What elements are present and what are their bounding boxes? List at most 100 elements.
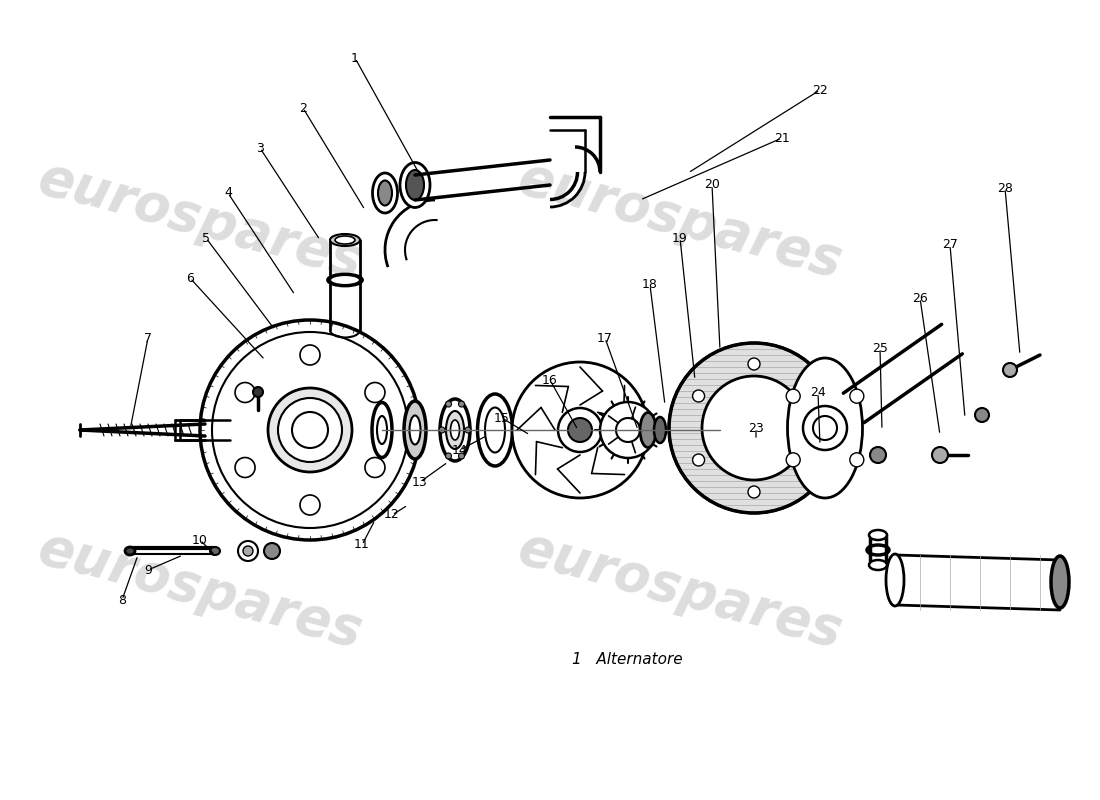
Circle shape <box>365 458 385 478</box>
Circle shape <box>446 453 451 459</box>
Text: 21: 21 <box>774 131 790 145</box>
Text: 18: 18 <box>642 278 658 291</box>
Text: 17: 17 <box>597 331 613 345</box>
Circle shape <box>459 453 464 459</box>
Circle shape <box>558 408 602 452</box>
Circle shape <box>268 388 352 472</box>
Ellipse shape <box>451 420 460 440</box>
Text: 4: 4 <box>224 186 232 199</box>
Circle shape <box>459 401 464 407</box>
Text: 24: 24 <box>810 386 826 399</box>
Ellipse shape <box>409 415 420 445</box>
Circle shape <box>786 453 800 467</box>
Circle shape <box>512 362 648 498</box>
Circle shape <box>786 389 800 403</box>
Ellipse shape <box>210 547 220 555</box>
Ellipse shape <box>640 413 656 447</box>
Text: 14: 14 <box>452 443 468 457</box>
Ellipse shape <box>404 401 426 459</box>
Ellipse shape <box>515 391 556 469</box>
Circle shape <box>748 486 760 498</box>
Text: 3: 3 <box>256 142 264 154</box>
Circle shape <box>235 458 255 478</box>
Text: 6: 6 <box>186 271 194 285</box>
Circle shape <box>264 543 280 559</box>
Text: eurospares: eurospares <box>513 152 848 288</box>
Text: 5: 5 <box>202 231 210 245</box>
Circle shape <box>600 402 656 458</box>
Ellipse shape <box>446 411 464 449</box>
Circle shape <box>278 398 342 462</box>
Ellipse shape <box>378 181 392 206</box>
Circle shape <box>850 389 864 403</box>
Ellipse shape <box>372 402 392 458</box>
Circle shape <box>702 376 806 480</box>
Circle shape <box>439 427 446 433</box>
Ellipse shape <box>336 236 355 244</box>
Text: 1   Alternatore: 1 Alternatore <box>572 653 683 667</box>
Circle shape <box>693 454 705 466</box>
Text: 15: 15 <box>494 411 510 425</box>
Circle shape <box>568 418 592 442</box>
Circle shape <box>365 382 385 402</box>
Circle shape <box>300 345 320 365</box>
Ellipse shape <box>400 162 430 207</box>
Text: 12: 12 <box>384 509 400 522</box>
Circle shape <box>975 408 989 422</box>
Circle shape <box>803 454 815 466</box>
Ellipse shape <box>373 173 397 213</box>
Ellipse shape <box>406 170 424 200</box>
Ellipse shape <box>1003 363 1018 377</box>
Circle shape <box>803 406 847 450</box>
Ellipse shape <box>477 394 513 466</box>
Ellipse shape <box>330 234 360 246</box>
Circle shape <box>748 358 760 370</box>
Ellipse shape <box>440 399 470 461</box>
Text: eurospares: eurospares <box>32 152 367 288</box>
Circle shape <box>669 343 839 513</box>
Circle shape <box>235 382 255 402</box>
Circle shape <box>803 390 815 402</box>
Text: eurospares: eurospares <box>513 522 848 658</box>
Text: 23: 23 <box>748 422 763 434</box>
Circle shape <box>300 495 320 515</box>
Ellipse shape <box>328 274 363 286</box>
Ellipse shape <box>654 417 666 443</box>
Text: 2: 2 <box>299 102 307 114</box>
Text: 16: 16 <box>542 374 558 386</box>
Circle shape <box>243 546 253 556</box>
Text: 25: 25 <box>872 342 888 354</box>
Ellipse shape <box>524 407 546 453</box>
Ellipse shape <box>377 416 387 444</box>
Circle shape <box>850 453 864 467</box>
Text: 13: 13 <box>412 475 428 489</box>
Text: 22: 22 <box>812 83 828 97</box>
Ellipse shape <box>932 447 948 463</box>
Text: 20: 20 <box>704 178 719 191</box>
Text: 10: 10 <box>192 534 208 546</box>
Circle shape <box>200 320 420 540</box>
Text: eurospares: eurospares <box>32 522 367 658</box>
Ellipse shape <box>886 554 904 606</box>
Circle shape <box>465 427 471 433</box>
Circle shape <box>693 390 705 402</box>
Text: 8: 8 <box>118 594 127 606</box>
Ellipse shape <box>485 407 505 453</box>
Circle shape <box>446 401 451 407</box>
Text: 11: 11 <box>354 538 370 551</box>
Ellipse shape <box>869 530 887 540</box>
Text: 9: 9 <box>144 563 152 577</box>
Text: 19: 19 <box>672 231 688 245</box>
Circle shape <box>238 541 258 561</box>
Text: 7: 7 <box>144 331 152 345</box>
Text: 27: 27 <box>942 238 958 251</box>
Circle shape <box>616 418 640 442</box>
Ellipse shape <box>788 358 862 498</box>
Text: 1: 1 <box>351 51 359 65</box>
Ellipse shape <box>1050 556 1069 608</box>
Text: 28: 28 <box>997 182 1013 194</box>
Circle shape <box>212 332 408 528</box>
Circle shape <box>253 387 263 397</box>
Ellipse shape <box>125 547 135 555</box>
Ellipse shape <box>869 560 887 570</box>
